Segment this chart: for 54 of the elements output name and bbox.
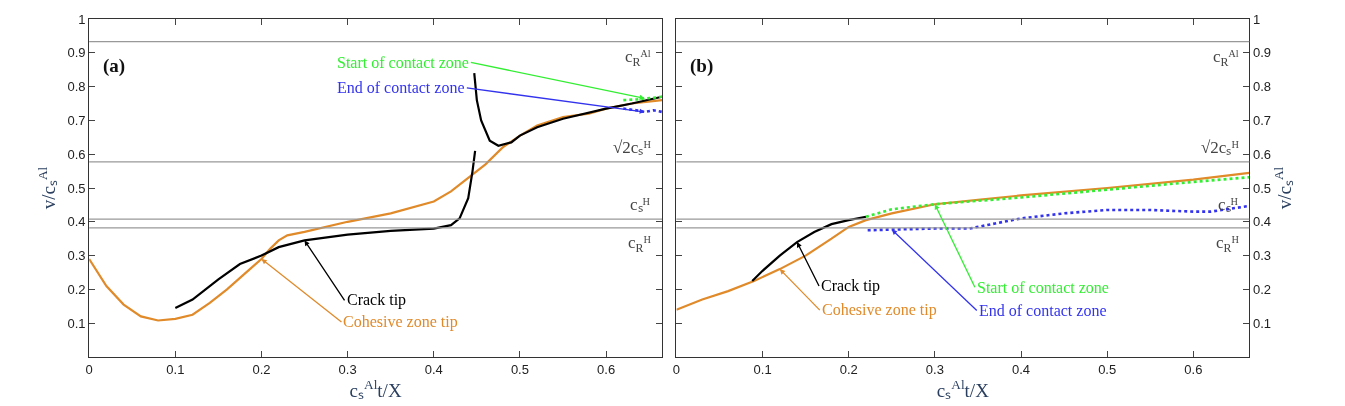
x-tick-label: 0.5 (510, 361, 529, 377)
ref-line-label: c$_{R}$ᴬˡ (625, 47, 651, 69)
y-tick-label: 0.9 (67, 45, 86, 61)
y2-tick-label: 0.5 (1252, 180, 1271, 196)
text: Start of contact zone (337, 54, 469, 71)
y-tick-label: 0.3 (67, 248, 86, 264)
annotation: (a) (103, 55, 126, 77)
y2-tick-label: 0.2 (1252, 281, 1271, 297)
x-tick-label: 0.2 (839, 361, 858, 377)
annotation: (b) (690, 55, 714, 77)
ref-line-label: c$_{R}$ᴴ (1216, 233, 1240, 255)
text: End of contact zone (979, 302, 1107, 319)
y2-tick-label: 0.3 (1252, 248, 1271, 264)
x-axis-title: cₛ$^{Al}$t/X (936, 376, 990, 401)
y-tick-label: 0.5 (67, 180, 86, 196)
y2-tick-label: 0.8 (1252, 79, 1271, 95)
text: Crack tip (821, 277, 881, 295)
x-tick-label: 0.3 (925, 361, 944, 377)
x-tick-label: 0.6 (597, 361, 616, 377)
x-tick-label: 0.1 (166, 361, 185, 377)
ref-line-label: √2cₛᴴ (613, 138, 652, 157)
x-tick-label: 0.4 (1011, 361, 1031, 377)
y-tick-label: 0.1 (67, 315, 86, 331)
text: End of contact zone (337, 79, 465, 96)
x-tick-label: 0.1 (753, 361, 772, 377)
y2-tick-label: 1 (1252, 11, 1261, 27)
x-tick-label: 0.6 (1184, 361, 1203, 377)
x-tick-label: 0.3 (338, 361, 357, 377)
ref-line-label: √2cₛᴴ (1201, 138, 1240, 157)
y2-tick-label: 0.7 (1252, 112, 1271, 128)
y2-tick-label: 0.9 (1252, 45, 1271, 61)
y-tick-label: 0.2 (67, 281, 86, 297)
ref-line-label: cₛᴴ (1218, 195, 1239, 214)
text: Crack tip (347, 291, 407, 309)
ref-line-label: cₛᴴ (630, 195, 651, 214)
y-tick-label: 0.6 (67, 146, 86, 162)
x-tick-label: 0.5 (1098, 361, 1117, 377)
y-tick-label: 0.8 (67, 79, 86, 95)
y2-tick-label: 0.1 (1252, 315, 1271, 331)
y2-tick-label: 0.6 (1252, 146, 1271, 162)
y-tick-label: 0.7 (67, 112, 86, 128)
x-tick-label: 0 (672, 361, 681, 377)
text: Cohesive zone tip (822, 301, 937, 319)
text: Start of contact zone (977, 279, 1109, 296)
x-tick-label: 0 (85, 361, 93, 377)
x-tick-label: 0.2 (252, 361, 271, 377)
y2-tick-label: 0.4 (1252, 214, 1271, 230)
x-axis-title: cₛ$^{Al}$t/X (349, 376, 402, 401)
x-tick-label: 0.4 (424, 361, 443, 377)
y-tick-label: 0.4 (67, 214, 86, 230)
text: Cohesive zone tip (343, 313, 458, 331)
y-tick-label: 1 (78, 11, 86, 27)
ref-line-label: c$_{R}$ᴬˡ (1213, 47, 1239, 69)
ref-line-label: c$_{R}$ᴴ (628, 233, 652, 255)
